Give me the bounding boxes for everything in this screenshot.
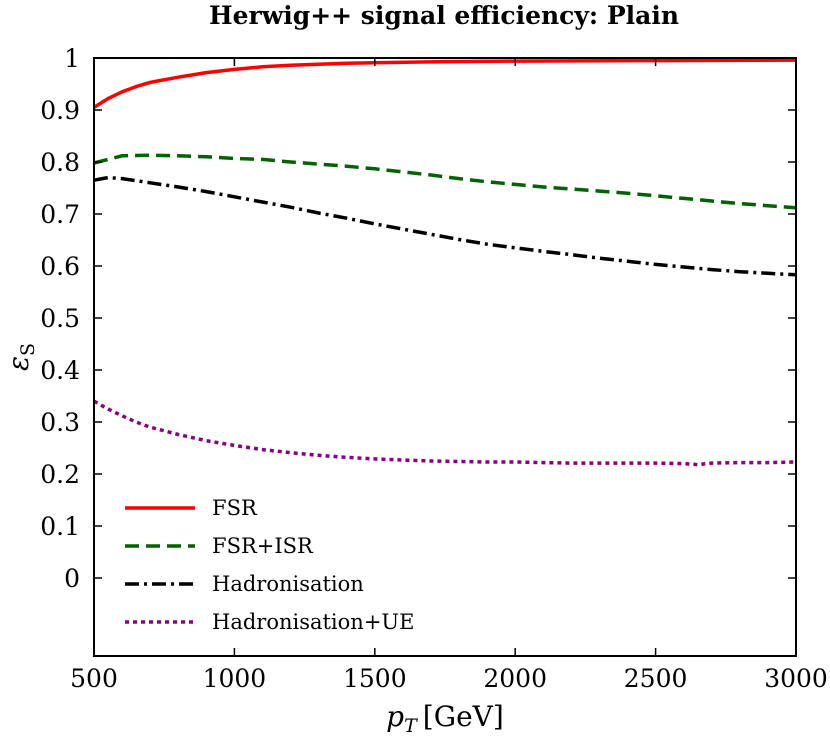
y-tick-label: 0.5 [40, 304, 80, 333]
x-axis-label: pT [GeV] [386, 700, 504, 737]
x-tick-label: 2500 [624, 664, 688, 693]
series-layer [93, 58, 797, 467]
y-tick-label: 0.7 [40, 200, 80, 229]
y-tick-label: 0.9 [40, 96, 80, 125]
x-tick-label: 1500 [343, 664, 407, 693]
y-tick-label: 0.2 [40, 460, 80, 489]
series-line-2 [93, 175, 797, 277]
legend-label-0: FSR [212, 496, 258, 520]
y-axis-label: εS [2, 343, 39, 371]
x-tick-label: 3000 [764, 664, 828, 693]
y-tick-label: 0.8 [40, 148, 80, 177]
x-tick-label: 500 [70, 664, 118, 693]
y-tick-label: 0 [64, 564, 80, 593]
x-tick-label: 1000 [203, 664, 267, 693]
legend: FSR FSR+ISR Hadronisation Hadronisation+UE [125, 496, 414, 634]
y-tick-label: 0.4 [40, 356, 80, 385]
legend-label-2: Hadronisation [212, 572, 364, 596]
ticks-layer: 500 1000 1500 2000 2500 3000 0 0.1 0.2 0.3 0.4 0.5 0… [40, 44, 828, 693]
series-line-0 [93, 58, 797, 109]
legend-label-1: FSR+ISR [212, 534, 314, 558]
plot-frame [93, 57, 797, 657]
y-tick-label: 0.6 [40, 252, 80, 281]
x-axis-label-text: pT [GeV] [386, 700, 504, 737]
series-line-3 [93, 399, 797, 467]
y-tick-label: 1 [64, 44, 80, 73]
y-tick-label: 0.3 [40, 408, 80, 437]
chart-title: Herwig++ signal efficiency: Plain [209, 1, 679, 30]
y-axis-label-text: εS [2, 343, 39, 371]
legend-label-3: Hadronisation+UE [212, 610, 414, 634]
x-tick-label: 2000 [483, 664, 547, 693]
series-line-1 [93, 153, 797, 210]
y-tick-label: 0.1 [40, 512, 80, 541]
